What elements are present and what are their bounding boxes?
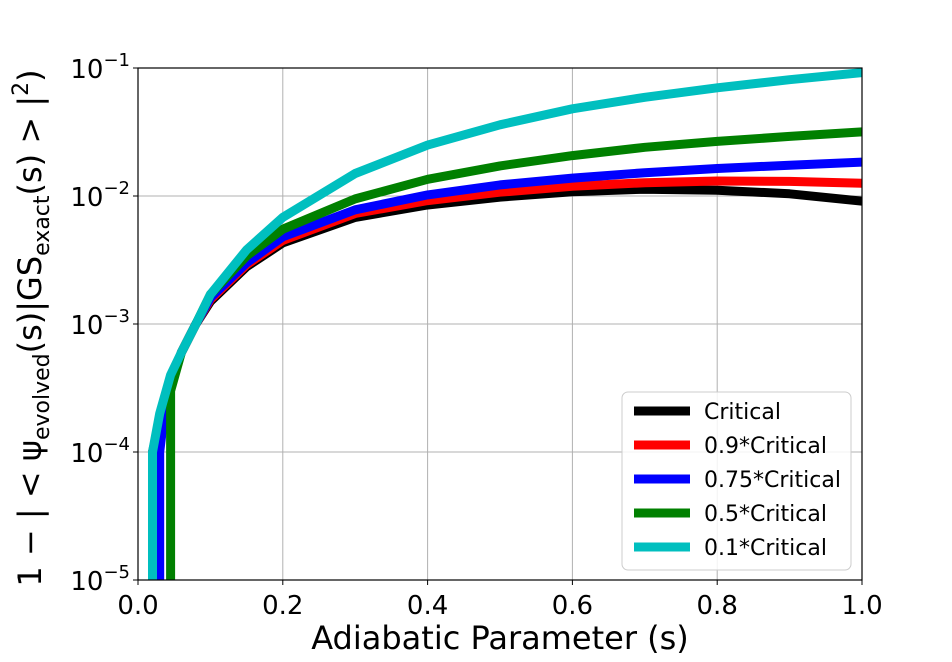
x-tick-label: 0.6 [552, 591, 593, 621]
y-label-sub-exact: exact [30, 195, 55, 256]
legend-label: 0.75*Critical [704, 468, 841, 493]
legend-box [621, 391, 852, 571]
y-tick-label: 10−5 [70, 562, 130, 597]
x-tick-label: 1.0 [841, 591, 882, 621]
x-axis-ticks: 0.0 0.2 0.4 0.6 0.8 1.0 [117, 580, 883, 621]
legend-label: 0.9*Critical [704, 434, 827, 459]
x-tick-label: 0.4 [407, 591, 448, 621]
y-tick-base: 10 [70, 567, 103, 597]
y-label-suffix: (s) > | [11, 96, 49, 196]
y-tick-base: 10 [70, 311, 103, 341]
y-tick-base: 10 [70, 55, 103, 85]
y-label-sup: 2 [9, 82, 34, 96]
y-label-mid: (s)|GS [11, 256, 49, 354]
y-label-close: ) [11, 69, 49, 81]
x-axis-label: Adiabatic Parameter (s) [311, 619, 689, 657]
y-tick-exponent: −1 [103, 50, 130, 71]
y-tick-label: 10−4 [70, 434, 130, 469]
y-tick-base: 10 [70, 439, 103, 469]
series-lines [148, 68, 862, 580]
y-tick-exponent: −4 [103, 434, 130, 455]
y-label-sub-evolved: evolved [30, 353, 55, 440]
x-tick-label: 0.8 [697, 591, 738, 621]
legend-label: 0.1*Critical [704, 536, 827, 561]
y-tick-label: 10−3 [70, 306, 130, 341]
legend-label: 0.5*Critical [704, 502, 827, 527]
series-line-4 [148, 68, 862, 580]
y-tick-exponent: −3 [103, 306, 130, 327]
y-axis-label: 1 − | < ψevolved(s)|GSexact(s) > |2) [9, 69, 55, 586]
y-tick-exponent: −2 [103, 178, 130, 199]
y-axis-ticks: 10−510−410−310−210−1 [70, 50, 138, 597]
y-tick-label: 10−1 [70, 50, 130, 85]
y-tick-exponent: −5 [103, 562, 130, 583]
y-label-prefix: 1 − | < ψ [11, 440, 49, 587]
x-tick-label: 0.0 [117, 591, 158, 621]
x-tick-label: 0.2 [262, 591, 303, 621]
legend-label: Critical [704, 400, 781, 425]
y-tick-base: 10 [70, 183, 103, 213]
y-tick-label: 10−2 [70, 178, 130, 213]
legend: Critical 0.9*Critical 0.75*Critical 0.5*Cri… [621, 391, 852, 571]
